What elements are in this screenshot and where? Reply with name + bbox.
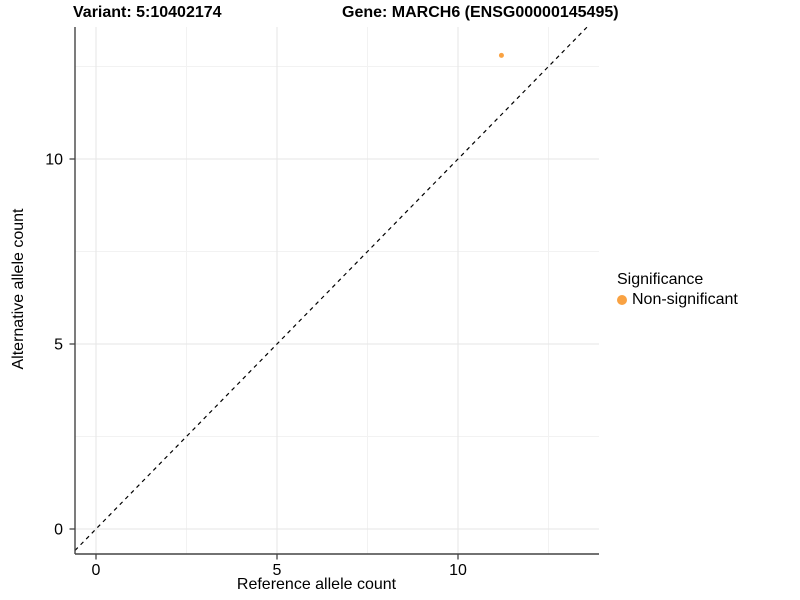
x-tick-label: 0 — [92, 562, 101, 579]
y-tick-label: 0 — [54, 522, 63, 539]
legend-item-label: Non-significant — [632, 291, 738, 308]
variant-title: Variant: 5:10402174 — [73, 4, 222, 21]
y-tick-label: 5 — [54, 337, 63, 354]
legend-title: Significance — [617, 271, 704, 288]
x-tick-label: 10 — [449, 562, 467, 579]
data-point — [498, 52, 504, 58]
x-tick-label: 5 — [273, 562, 282, 579]
legend: Significance Non-significant — [617, 271, 738, 309]
y-axis-title: Alternative allele count — [10, 208, 27, 370]
legend-point-icon — [617, 295, 627, 305]
legend-item-non-significant: Non-significant — [617, 291, 738, 309]
gene-title: Gene: MARCH6 (ENSG00000145495) — [342, 4, 619, 21]
identity-reference-line — [74, 26, 588, 551]
x-axis-title: Reference allele count — [236, 576, 397, 593]
y-tick-label: 10 — [45, 152, 63, 169]
